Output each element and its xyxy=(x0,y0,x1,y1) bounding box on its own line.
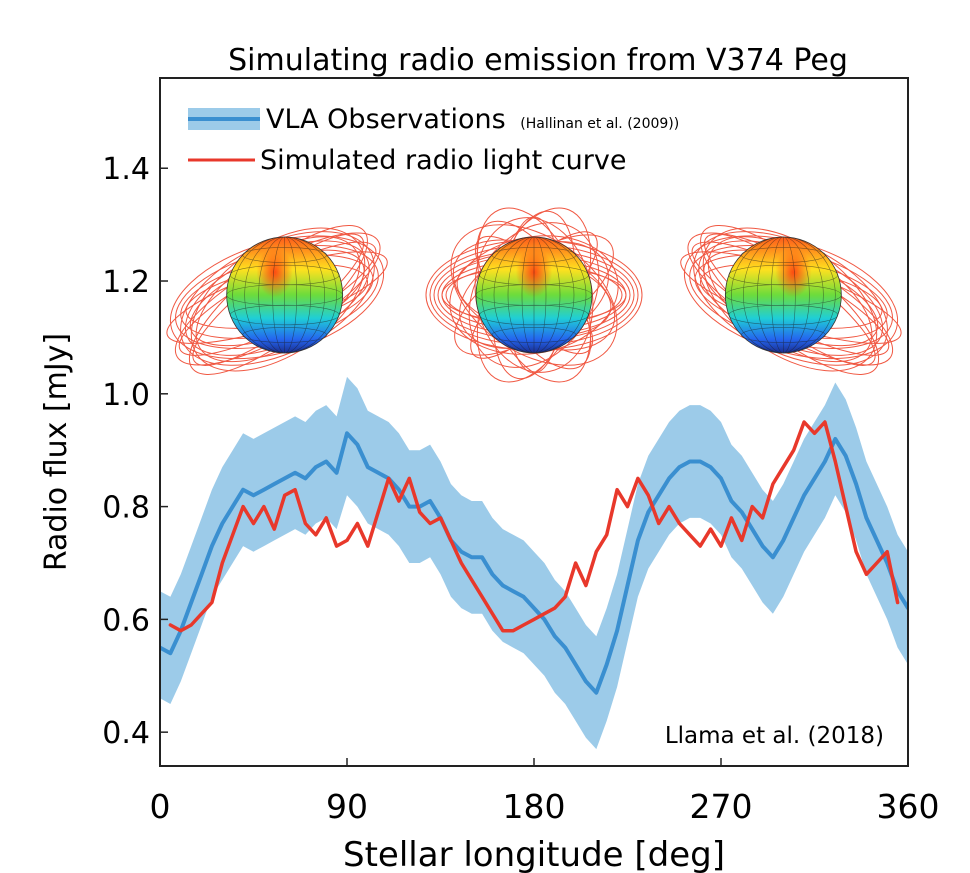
y-tick-label: 1.4 xyxy=(102,152,150,187)
series-vla-line xyxy=(160,431,908,695)
y-tick-label: 1.0 xyxy=(102,378,150,413)
x-tick-label: 180 xyxy=(503,787,566,826)
series-vla-band xyxy=(160,376,908,750)
y-tick-label: 0.6 xyxy=(102,603,150,638)
x-axis-label: Stellar longitude [deg] xyxy=(343,835,725,873)
x-tick-label: 270 xyxy=(690,787,753,826)
y-tick-label: 1.2 xyxy=(102,265,150,300)
legend: VLA Observations (Hallinan et al. (2009)… xyxy=(188,104,679,176)
x-tick-label: 0 xyxy=(150,787,171,826)
x-tick-label: 90 xyxy=(326,787,368,826)
series-simulated-line xyxy=(168,420,900,633)
star-field-illustration xyxy=(680,225,902,375)
y-tick-label: 0.8 xyxy=(102,491,150,526)
star-field-illustration xyxy=(425,207,643,383)
y-tick-label: 0.4 xyxy=(102,716,150,751)
legend-label-simulated: Simulated radio light curve xyxy=(260,145,626,176)
x-tick-label: 360 xyxy=(877,787,940,826)
legend-label-vla-name: VLA Observations xyxy=(266,104,506,135)
star-field-illustration xyxy=(166,225,388,375)
annotation-citation: Llama et al. (2018) xyxy=(665,723,884,749)
y-axis-label: Radio flux [mJy] xyxy=(39,333,74,571)
chart-title: Simulating radio emission from V374 Peg xyxy=(228,43,848,78)
legend-label-vla-suffix: (Hallinan et al. (2009)) xyxy=(520,116,679,132)
legend-label-vla: VLA Observations (Hallinan et al. (2009)… xyxy=(266,104,679,135)
